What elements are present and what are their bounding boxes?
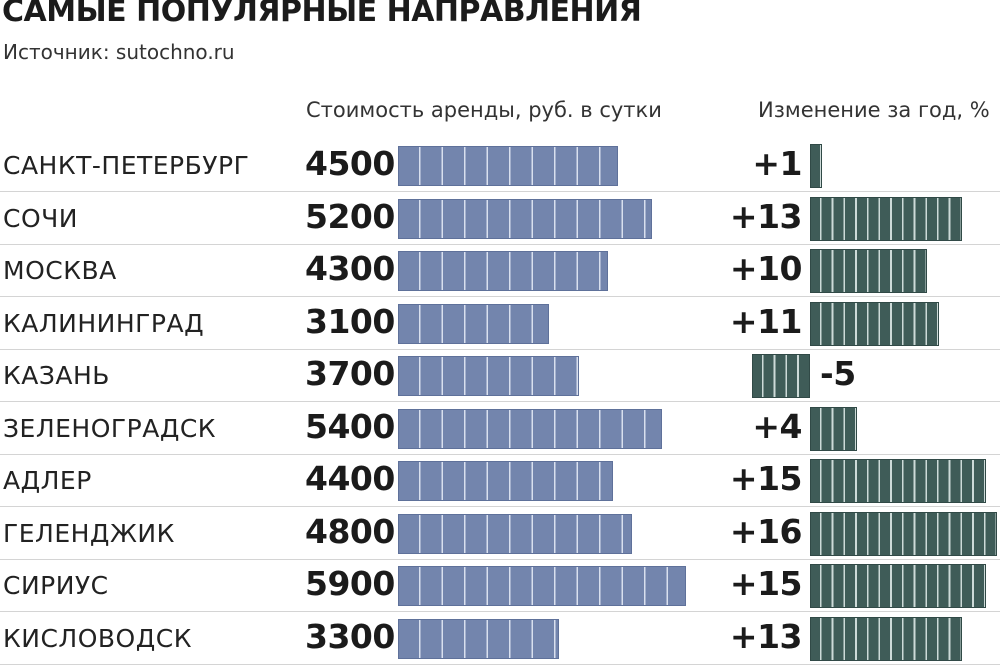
change-bar [810, 406, 857, 451]
city-label: АДЛЕР [3, 466, 92, 495]
cost-value-label: 4500 [305, 144, 395, 183]
row-divider [0, 453, 1000, 455]
change-value-label: +11 [729, 301, 803, 341]
change-value-label: +15 [729, 459, 803, 498]
row-divider [0, 243, 1000, 245]
city-label: ГЕЛЕНДЖИК [3, 518, 175, 548]
table-row: КИСЛОВОДСК 3300 +13 [0, 613, 1000, 665]
row-divider [0, 558, 1000, 560]
cost-value-label: 4400 [305, 459, 395, 498]
cost-bar [398, 566, 686, 606]
city-label: КИСЛОВОДСК [3, 623, 192, 653]
change-bar [810, 459, 986, 503]
change-value-label: +15 [729, 564, 803, 603]
table-row: ЗЕЛЕНОГРАДСК 5400 +4 [0, 403, 1000, 455]
change-value-label: +13 [729, 616, 803, 656]
change-bar [810, 511, 998, 556]
table-row: САНКТ-ПЕТЕРБУРГ 4500 +1 [0, 140, 1000, 192]
cost-bar [398, 461, 613, 501]
row-divider [0, 663, 1000, 665]
city-label: СИРИУС [3, 571, 109, 600]
cost-value-label: 4800 [305, 511, 395, 551]
table-row: СИРИУС 5900 +15 [0, 560, 1000, 612]
cost-bar [398, 146, 618, 186]
cost-value-label: 5900 [305, 564, 395, 603]
change-bar [810, 144, 822, 188]
cost-value-label: 3300 [305, 616, 395, 656]
cost-bar [398, 408, 662, 449]
row-divider [0, 191, 1000, 192]
change-bar [810, 249, 927, 293]
change-bar [810, 616, 963, 661]
cost-column-header: Стоимость аренды, руб. в сутки [306, 98, 662, 122]
cost-bar [398, 251, 608, 291]
table-row: КАЛИНИНГРАД 3100 +11 [0, 298, 1000, 350]
row-divider [0, 506, 1000, 507]
cost-bar [398, 513, 633, 554]
source-note: Источник: sutochno.ru [3, 40, 235, 64]
row-divider [0, 611, 1000, 612]
table-row: КАЗАНЬ 3700 -5 [0, 350, 1000, 402]
cost-value-label: 5400 [305, 406, 395, 446]
change-value-label: +13 [729, 196, 803, 236]
city-label: ЗЕЛЕНОГРАДСК [3, 413, 217, 443]
table-row: ГЕЛЕНДЖИК 4800 +16 [0, 508, 1000, 560]
change-value-label: -5 [820, 354, 856, 393]
change-value-label: +4 [752, 406, 802, 446]
cost-bar [398, 198, 652, 239]
city-label: КАЛИНИНГРАД [3, 308, 205, 338]
change-bar [810, 564, 986, 608]
cost-value-label: 3100 [305, 301, 395, 341]
cost-value-label: 4300 [305, 249, 395, 288]
row-divider [0, 348, 1000, 350]
row-divider [0, 296, 1000, 297]
cost-bar [398, 618, 560, 659]
cost-bar [398, 356, 579, 396]
city-label: СОЧИ [3, 203, 78, 233]
change-bar [810, 196, 963, 241]
cost-bar [398, 303, 550, 344]
change-value-label: +16 [729, 511, 803, 551]
city-label: САНКТ-ПЕТЕРБУРГ [3, 151, 250, 180]
table-row: АДЛЕР 4400 +15 [0, 455, 1000, 507]
cost-value-label: 5200 [305, 196, 395, 236]
change-bar [810, 301, 939, 346]
city-label: МОСКВА [3, 256, 117, 285]
row-divider [0, 401, 1000, 402]
cost-value-label: 3700 [305, 354, 395, 393]
chart-title: САМЫЕ ПОПУЛЯРНЫЕ НАПРАВЛЕНИЯ [2, 0, 642, 29]
change-bar [751, 354, 810, 398]
change-value-label: +10 [729, 249, 803, 288]
table-row: СОЧИ 5200 +13 [0, 193, 1000, 245]
city-label: КАЗАНЬ [3, 361, 110, 390]
table-row: МОСКВА 4300 +10 [0, 245, 1000, 297]
change-column-header: Изменение за год, % [758, 98, 990, 122]
change-value-label: +1 [752, 144, 802, 183]
